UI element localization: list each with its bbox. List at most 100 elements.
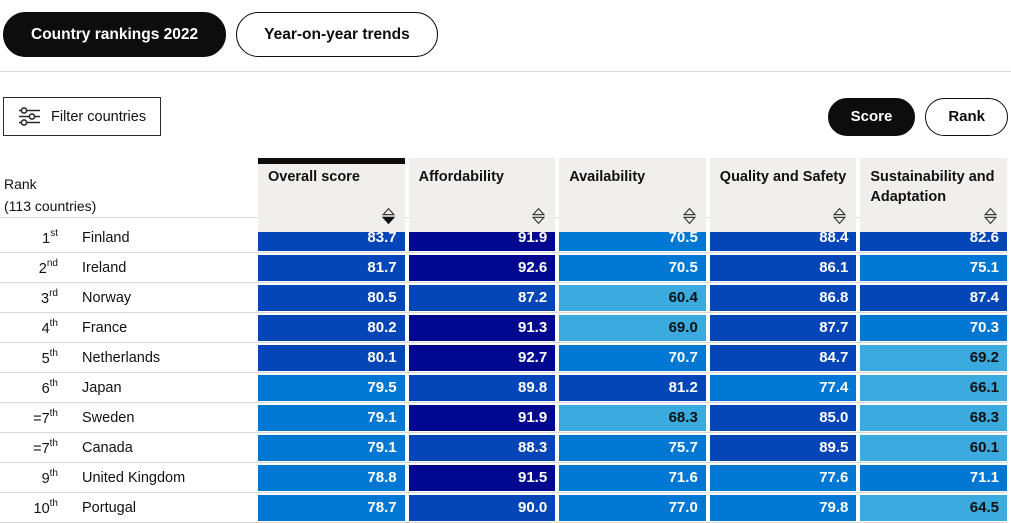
rank-header: Rank (113 countries) (0, 158, 254, 232)
rank-toggle-button[interactable]: Rank (925, 97, 1008, 136)
filter-countries-button[interactable]: Filter countries (3, 97, 162, 136)
score-rank-toggle: Score Rank (827, 97, 1008, 136)
tab-year-on-year-trends[interactable]: Year-on-year trends (236, 12, 438, 57)
column-header-quality-and-safety[interactable]: Quality and Safety (709, 158, 857, 232)
rank-cell: 3rd (41, 287, 58, 307)
score-cell: 89.5 (709, 434, 857, 461)
score-cell: 79.8 (709, 494, 857, 521)
column-header-sustainability-and-adaptation[interactable]: Sustainability and Adaptation (860, 158, 1007, 232)
score-cell: 91.9 (408, 404, 556, 431)
sort-icon[interactable] (682, 207, 696, 227)
score-cell: 68.3 (860, 404, 1007, 431)
score-cell: 60.4 (559, 284, 706, 311)
score-cell: 92.6 (408, 254, 556, 281)
score-cell: 79.5 (258, 374, 405, 401)
score-cell: 75.1 (860, 254, 1007, 281)
table-row: =7th Sweden 79.1 91.9 68.3 85.0 68.3 (0, 403, 1007, 433)
rank-header-line2: (113 countries) (4, 198, 97, 214)
score-cell: 68.3 (559, 404, 706, 431)
score-cell: 70.5 (559, 254, 706, 281)
rank-cell: 10th (33, 497, 58, 517)
rank-cell: 6th (41, 377, 58, 397)
score-cell: 80.2 (258, 314, 405, 341)
country-name: Sweden (82, 409, 135, 426)
rank-cell: 5th (41, 347, 58, 367)
sort-icon[interactable] (532, 207, 546, 227)
rank-cell: 9th (41, 467, 58, 487)
score-cell: 81.2 (559, 374, 706, 401)
table-body: 1st Finland 83.7 91.9 70.5 88.4 82.6 2nd Ire… (0, 223, 1007, 523)
column-header-availability[interactable]: Availability (559, 158, 706, 232)
table-row: 4th France 80.2 91.3 69.0 87.7 70.3 (0, 313, 1007, 343)
country-name: Japan (82, 379, 122, 396)
score-cell: 79.1 (258, 434, 405, 461)
score-cell: 85.0 (709, 404, 857, 431)
score-cell: 66.1 (860, 374, 1007, 401)
rank-cell: 2nd (38, 257, 58, 277)
score-cell: 79.1 (258, 404, 405, 431)
score-cell: 60.1 (860, 434, 1007, 461)
score-cell: 75.7 (559, 434, 706, 461)
table-row: 6th Japan 79.5 89.8 81.2 77.4 66.1 (0, 373, 1007, 403)
score-cell: 86.1 (709, 254, 857, 281)
rank-cell: =7th (33, 407, 58, 427)
score-cell: 91.5 (408, 464, 556, 491)
rank-cell: 1st (42, 227, 58, 247)
score-cell: 70.7 (559, 344, 706, 371)
sort-icon[interactable] (983, 207, 998, 227)
country-name: Netherlands (82, 349, 161, 366)
table-header-row: Rank (113 countries) Overall score Affor… (0, 158, 1007, 232)
rank-header-line1: Rank (4, 176, 37, 192)
score-cell: 92.7 (408, 344, 556, 371)
sort-icon[interactable] (381, 207, 395, 227)
score-cell: 89.8 (408, 374, 556, 401)
rankings-table: Rank (113 countries) Overall score Affor… (0, 158, 1007, 523)
score-cell: 77.4 (709, 374, 857, 401)
column-header-label: Quality and Safety (719, 169, 847, 185)
score-cell: 71.6 (559, 464, 706, 491)
country-name: France (82, 319, 128, 336)
column-header-label: Overall score (268, 169, 360, 185)
column-header-label: Sustainability and Adaptation (870, 169, 995, 205)
country-name: Canada (82, 439, 133, 456)
column-header-affordability[interactable]: Affordability (408, 158, 556, 232)
table-row: =7th Canada 79.1 88.3 75.7 89.5 60.1 (0, 433, 1007, 463)
score-toggle-button[interactable]: Score (827, 97, 916, 136)
score-cell: 90.0 (408, 494, 556, 521)
rank-cell: 4th (41, 317, 58, 337)
score-cell: 77.0 (559, 494, 706, 521)
country-name: Portugal (82, 499, 137, 516)
table-row: 9th United Kingdom 78.8 91.5 71.6 77.6 71.1 (0, 463, 1007, 493)
table-row: 5th Netherlands 80.1 92.7 70.7 84.7 69.2 (0, 343, 1007, 373)
country-name: Ireland (82, 259, 127, 276)
country-name: Norway (82, 289, 132, 306)
score-cell: 87.2 (408, 284, 556, 311)
score-cell: 69.0 (559, 314, 706, 341)
score-cell: 86.8 (709, 284, 857, 311)
rank-cell: =7th (33, 437, 58, 457)
score-cell: 80.1 (258, 344, 405, 371)
column-header-label: Affordability (418, 169, 504, 185)
score-cell: 80.5 (258, 284, 405, 311)
score-cell: 81.7 (258, 254, 405, 281)
score-cell: 77.6 (709, 464, 857, 491)
table-row: 3rd Norway 80.5 87.2 60.4 86.8 87.4 (0, 283, 1007, 313)
table-row: 2nd Ireland 81.7 92.6 70.5 86.1 75.1 (0, 253, 1007, 283)
score-cell: 64.5 (860, 494, 1007, 521)
score-cell: 71.1 (860, 464, 1007, 491)
view-tabs: Country rankings 2022 Year-on-year trend… (0, 0, 1011, 57)
column-header-label: Availability (569, 169, 646, 185)
divider (0, 71, 1011, 72)
score-cell: 69.2 (860, 344, 1007, 371)
score-cell: 70.3 (860, 314, 1007, 341)
score-cell: 78.7 (258, 494, 405, 521)
country-name: Finland (82, 229, 130, 246)
table-row: 10th Portugal 78.7 90.0 77.0 79.8 64.5 (0, 493, 1007, 523)
score-cell: 88.3 (408, 434, 556, 461)
column-header-overall-score[interactable]: Overall score (258, 158, 405, 232)
score-cell: 87.7 (709, 314, 857, 341)
score-cell: 87.4 (860, 284, 1007, 311)
sort-icon[interactable] (833, 207, 847, 227)
tab-country-rankings[interactable]: Country rankings 2022 (3, 12, 227, 57)
